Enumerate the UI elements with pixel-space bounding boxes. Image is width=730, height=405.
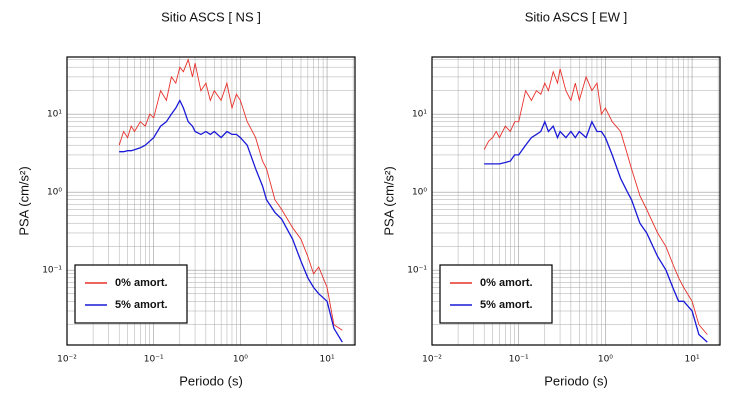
chart-title: Sitio ASCS [ NS ] xyxy=(161,9,261,24)
x-axis-label: Periodo (s) xyxy=(544,373,608,388)
y-tick-label: 10⁰ xyxy=(412,188,427,198)
series-line xyxy=(118,58,343,331)
series-line xyxy=(119,98,343,343)
x-tick-label: 10⁰ xyxy=(598,355,613,365)
y-tick-label: 10⁻¹ xyxy=(42,266,62,276)
series-line xyxy=(484,119,708,343)
x-tick-label: 10⁰ xyxy=(233,355,248,365)
legend-box xyxy=(439,264,553,324)
plot-frame xyxy=(66,56,356,346)
y-tick-label: 10¹ xyxy=(412,110,427,120)
legend-label: 5% amort. xyxy=(115,299,168,311)
chart-title: Sitio ASCS [ EW ] xyxy=(525,9,628,24)
series-line xyxy=(483,68,708,335)
y-tick-label: 10⁻¹ xyxy=(407,266,427,276)
plot-frame xyxy=(431,56,721,346)
x-axis-label: Periodo (s) xyxy=(179,373,243,388)
y-axis-label: PSA (cm/s²) xyxy=(16,166,31,235)
legend-label: 0% amort. xyxy=(115,277,168,289)
x-tick-label: 10⁻² xyxy=(57,355,77,365)
legend-label: 5% amort. xyxy=(480,299,533,311)
y-tick-label: 10⁰ xyxy=(47,188,62,198)
x-tick-label: 10⁻¹ xyxy=(144,355,164,365)
legend-label: 0% amort. xyxy=(480,277,533,289)
y-axis-label: PSA (cm/s²) xyxy=(381,166,396,235)
x-tick-label: 10¹ xyxy=(320,355,335,365)
y-tick-label: 10¹ xyxy=(47,110,62,120)
x-tick-label: 10¹ xyxy=(685,355,700,365)
x-tick-label: 10⁻¹ xyxy=(509,355,529,365)
x-tick-label: 10⁻² xyxy=(422,355,442,365)
legend-box xyxy=(74,264,188,324)
